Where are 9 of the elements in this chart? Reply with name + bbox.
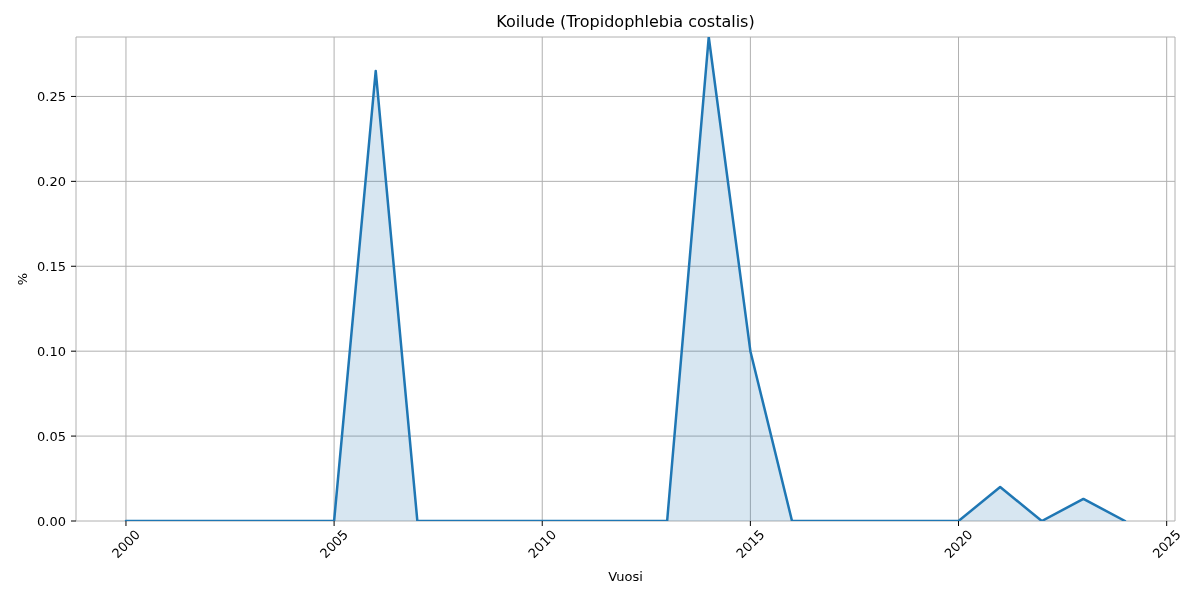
x-axis-title: Vuosi bbox=[608, 569, 643, 584]
y-tick-label: 0.05 bbox=[37, 428, 66, 444]
y-tick-label: 0.15 bbox=[37, 258, 66, 274]
y-axis-title: % bbox=[14, 272, 30, 286]
y-tick-label: 0.10 bbox=[37, 343, 66, 359]
chart-title: Koilude (Tropidophlebia costalis) bbox=[496, 12, 755, 31]
y-tick-label: 0.25 bbox=[37, 89, 66, 105]
y-tick-label: 0.20 bbox=[37, 173, 66, 189]
y-tick-label: 0.00 bbox=[37, 513, 66, 529]
